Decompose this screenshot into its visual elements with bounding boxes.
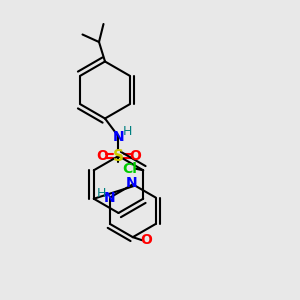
Text: H: H — [123, 124, 132, 138]
Text: O: O — [129, 149, 141, 163]
Text: O: O — [96, 149, 108, 163]
Text: O: O — [140, 233, 152, 247]
Text: N: N — [104, 190, 116, 205]
Text: N: N — [113, 130, 124, 143]
Text: N: N — [125, 176, 137, 190]
Text: S: S — [113, 148, 124, 164]
Text: Cl: Cl — [122, 162, 137, 176]
Text: H: H — [96, 187, 106, 200]
